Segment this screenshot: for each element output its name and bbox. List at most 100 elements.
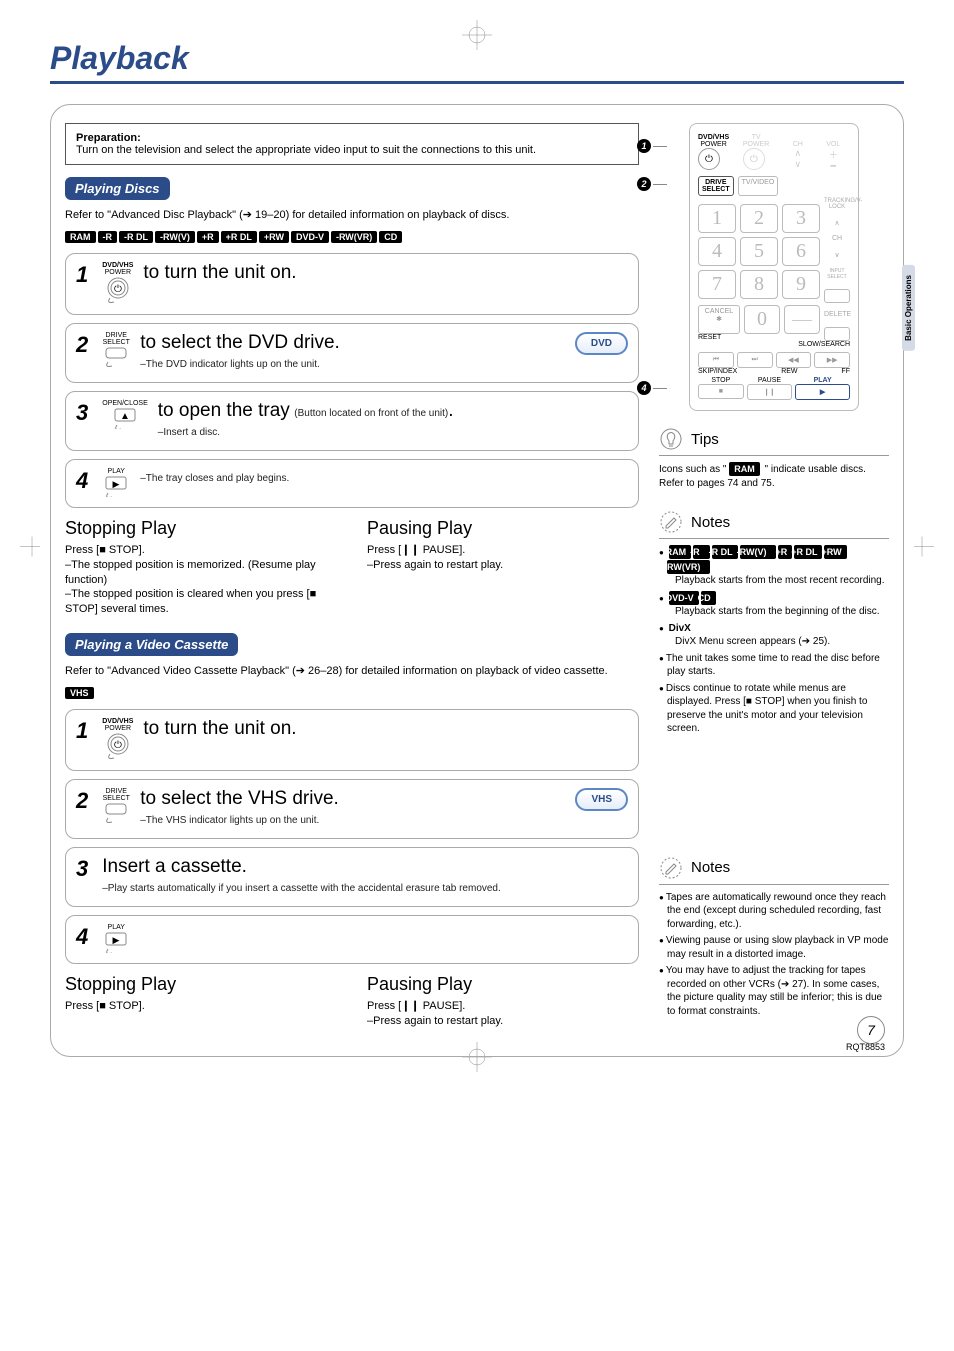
notes-section-1: Notes RAM-R-R DL-RW(V)+R+R DL+RW-RW(VR) … — [659, 510, 889, 736]
stopping-play-press: Press [■ STOP]. — [65, 543, 337, 558]
registration-mark-top — [462, 20, 492, 55]
step-note: –Insert a disc. — [158, 427, 220, 438]
format-badge: DVD-V — [669, 591, 699, 605]
page-number: 7 — [857, 1016, 885, 1044]
format-badge: VHS — [65, 687, 94, 699]
power-button-icon: DVD/VHSPOWER ⏻ — [102, 262, 133, 304]
vhs-badge-row: VHS — [65, 683, 639, 701]
format-badge: +R — [778, 545, 792, 559]
disc-pausing-play: Pausing Play Press [❙❙ PAUSE]. –Press ag… — [367, 518, 639, 617]
pausing-play-line: –Press again to restart play. — [367, 1014, 639, 1029]
format-badge: -R — [98, 231, 118, 243]
step-title: to turn the unit on. — [143, 262, 296, 283]
disc-step-3: 3 OPEN/CLOSE ▲ to open the tray (Button … — [65, 391, 639, 451]
format-badge: -R — [693, 545, 710, 559]
remote-number-button: 2 — [740, 204, 778, 233]
play-button-icon: PLAY ▶ — [102, 468, 130, 497]
disc-step-4: 4 PLAY ▶ –The tray closes and play begin… — [65, 459, 639, 508]
disc-badge-row: RAM-R-R DL-RW(V)+R+R DL+RWDVD-V-RW(VR)CD — [65, 227, 639, 245]
playing-discs-intro: Refer to "Advanced Disc Playback" (➔ 19–… — [65, 208, 639, 223]
step-number: 1 — [76, 718, 92, 744]
stopping-play-press: Press [■ STOP]. — [65, 999, 337, 1014]
format-badge: -R DL — [119, 231, 153, 243]
pausing-play-heading: Pausing Play — [367, 974, 639, 995]
tips-heading: Tips — [691, 431, 719, 448]
step-title: to turn the unit on. — [143, 718, 296, 739]
svg-text:⏻: ⏻ — [114, 284, 122, 295]
format-badge: +RW — [824, 545, 846, 559]
remote-number-button: 7 — [698, 270, 736, 299]
pausing-play-heading: Pausing Play — [367, 518, 639, 539]
preparation-text: Turn on the television and select the ap… — [76, 144, 536, 156]
format-badge: RAM — [669, 545, 692, 559]
remote-drive-select: DRIVE SELECT — [698, 176, 734, 196]
play-button-icon: PLAY ▶ — [102, 924, 130, 953]
step-number: 4 — [76, 924, 92, 950]
drive-select-icon: DRIVESELECT — [102, 788, 130, 824]
format-badge: CD — [701, 591, 716, 605]
vhs-pausing-play: Pausing Play Press [❙❙ PAUSE]. –Press ag… — [367, 974, 639, 1029]
remote-number-button: 6 — [782, 237, 820, 266]
step-number: 2 — [76, 332, 92, 358]
format-badge: -RW(VR) — [331, 231, 377, 243]
format-badge: -RW(V) — [740, 545, 777, 559]
notes-heading: Notes — [691, 859, 730, 876]
pausing-play-press: Press [❙❙ PAUSE]. — [367, 543, 639, 558]
playing-vhs-heading: Playing a Video Cassette — [65, 633, 238, 656]
svg-text:▶: ▶ — [113, 935, 120, 945]
step-title: to select the VHS drive. — [140, 788, 339, 809]
stopping-play-heading: Stopping Play — [65, 518, 337, 539]
crop-mark-right — [914, 531, 934, 566]
dvd-pill: DVD — [575, 332, 628, 355]
svg-text:▲: ▲ — [120, 411, 130, 422]
step-note: –The DVD indicator lights up on the unit… — [140, 359, 320, 370]
content-frame: Basic Operations Preparation: Turn on th… — [50, 104, 904, 1057]
remote-play-button: ▶ — [795, 384, 850, 400]
lightbulb-icon — [659, 427, 683, 451]
disc-step-2: 2 DRIVESELECT to select the DVD drive. –… — [65, 323, 639, 383]
stopping-play-heading: Stopping Play — [65, 974, 337, 995]
playing-discs-heading: Playing Discs — [65, 177, 170, 200]
step-number: 3 — [76, 856, 92, 882]
svg-text:▶: ▶ — [113, 479, 120, 489]
step-number: 2 — [76, 788, 92, 814]
vhs-step-4: 4 PLAY ▶ — [65, 915, 639, 964]
remote-number-button: 4 — [698, 237, 736, 266]
remote-power-button: ⏻ — [698, 148, 720, 170]
disc-step-1: 1 DVD/VHSPOWER ⏻ to turn the unit on. — [65, 253, 639, 315]
pencil-icon — [659, 510, 683, 534]
drive-select-icon: DRIVESELECT — [102, 332, 130, 368]
step-note: –Play starts automatically if you insert… — [102, 883, 501, 894]
step-number: 3 — [76, 400, 92, 426]
format-badge: -RW(VR) — [667, 560, 710, 574]
category-tab: Basic Operations — [902, 265, 915, 351]
open-close-icon: OPEN/CLOSE ▲ — [102, 400, 148, 429]
stopping-play-line: –The stopped position is memorized. (Res… — [65, 558, 337, 588]
remote-diagram: 1 2 4 DVD/VHS POWER ⏻ TVPOW — [659, 123, 889, 411]
vhs-step-3: 3 Insert a cassette. –Play starts automa… — [65, 847, 639, 907]
vhs-pill: VHS — [575, 788, 628, 811]
notes-section-2: Notes Tapes are automatically rewound on… — [659, 856, 889, 1019]
crop-mark-left — [20, 531, 40, 566]
format-badge: -R DL — [712, 545, 738, 559]
format-badge: +RW — [259, 231, 289, 243]
disc-stopping-play: Stopping Play Press [■ STOP]. –The stopp… — [65, 518, 337, 617]
step-number: 4 — [76, 468, 92, 494]
notes-heading: Notes — [691, 514, 730, 531]
footer-code: RQT8853 — [846, 1042, 885, 1052]
pausing-play-line: –Press again to restart play. — [367, 558, 639, 573]
remote-number-button: 8 — [740, 270, 778, 299]
preparation-heading: Preparation: — [76, 132, 141, 144]
playing-vhs-intro: Refer to "Advanced Video Cassette Playba… — [65, 664, 639, 679]
format-badge: CD — [379, 231, 402, 243]
tips-section: Tips Icons such as " RAM " indicate usab… — [659, 427, 889, 490]
format-badge: DVD-V — [291, 231, 329, 243]
svg-text:⏻: ⏻ — [114, 740, 122, 751]
format-badge: +R DL — [221, 231, 257, 243]
pencil-icon — [659, 856, 683, 880]
stopping-play-line: –The stopped position is cleared when yo… — [65, 587, 337, 617]
vhs-step-1: 1 DVD/VHSPOWER ⏻ to turn the unit on. — [65, 709, 639, 771]
format-badge: +R DL — [794, 545, 822, 559]
format-badge: RAM — [65, 231, 96, 243]
remote-number-button: 9 — [782, 270, 820, 299]
